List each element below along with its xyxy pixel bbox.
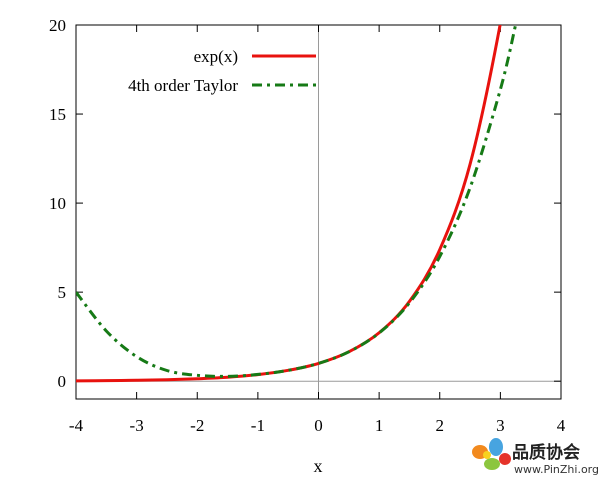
y-tick-label: 20	[49, 16, 66, 35]
series-line-2	[76, 25, 517, 378]
x-tick-label: 1	[375, 416, 384, 435]
x-tick-label: 0	[314, 416, 323, 435]
legend: exp(x) 4th order Taylor	[128, 47, 316, 95]
x-tick-label: -2	[190, 416, 204, 435]
y-tick-label: 15	[49, 105, 66, 124]
watermark-url: www.PinZhi.org	[514, 463, 599, 476]
legend-label-1: exp(x)	[194, 47, 238, 66]
x-tick-label: 2	[436, 416, 445, 435]
x-tick-label: 3	[496, 416, 505, 435]
legend-label-2: 4th order Taylor	[128, 76, 238, 95]
x-tick-label: -4	[69, 416, 84, 435]
x-tick-label: -1	[251, 416, 265, 435]
x-ticks: -4 -3 -2 -1 0 1 2 3 4	[69, 25, 566, 435]
y-tick-label: 10	[49, 194, 66, 213]
pinzhi-logo-icon	[472, 438, 511, 470]
series-layer	[76, 25, 517, 383]
y-ticks: 0 5 10 15 20	[49, 16, 561, 391]
x-axis-label: x	[314, 456, 323, 476]
y-tick-label: 5	[58, 283, 67, 302]
series-line-1	[76, 25, 502, 383]
x-tick-label: -3	[130, 416, 144, 435]
watermark-brand: 品质协会	[512, 442, 580, 463]
watermark: 品质协会 www.PinZhi.org	[472, 438, 599, 476]
x-tick-label: 4	[557, 416, 566, 435]
y-tick-label: 0	[58, 372, 67, 391]
